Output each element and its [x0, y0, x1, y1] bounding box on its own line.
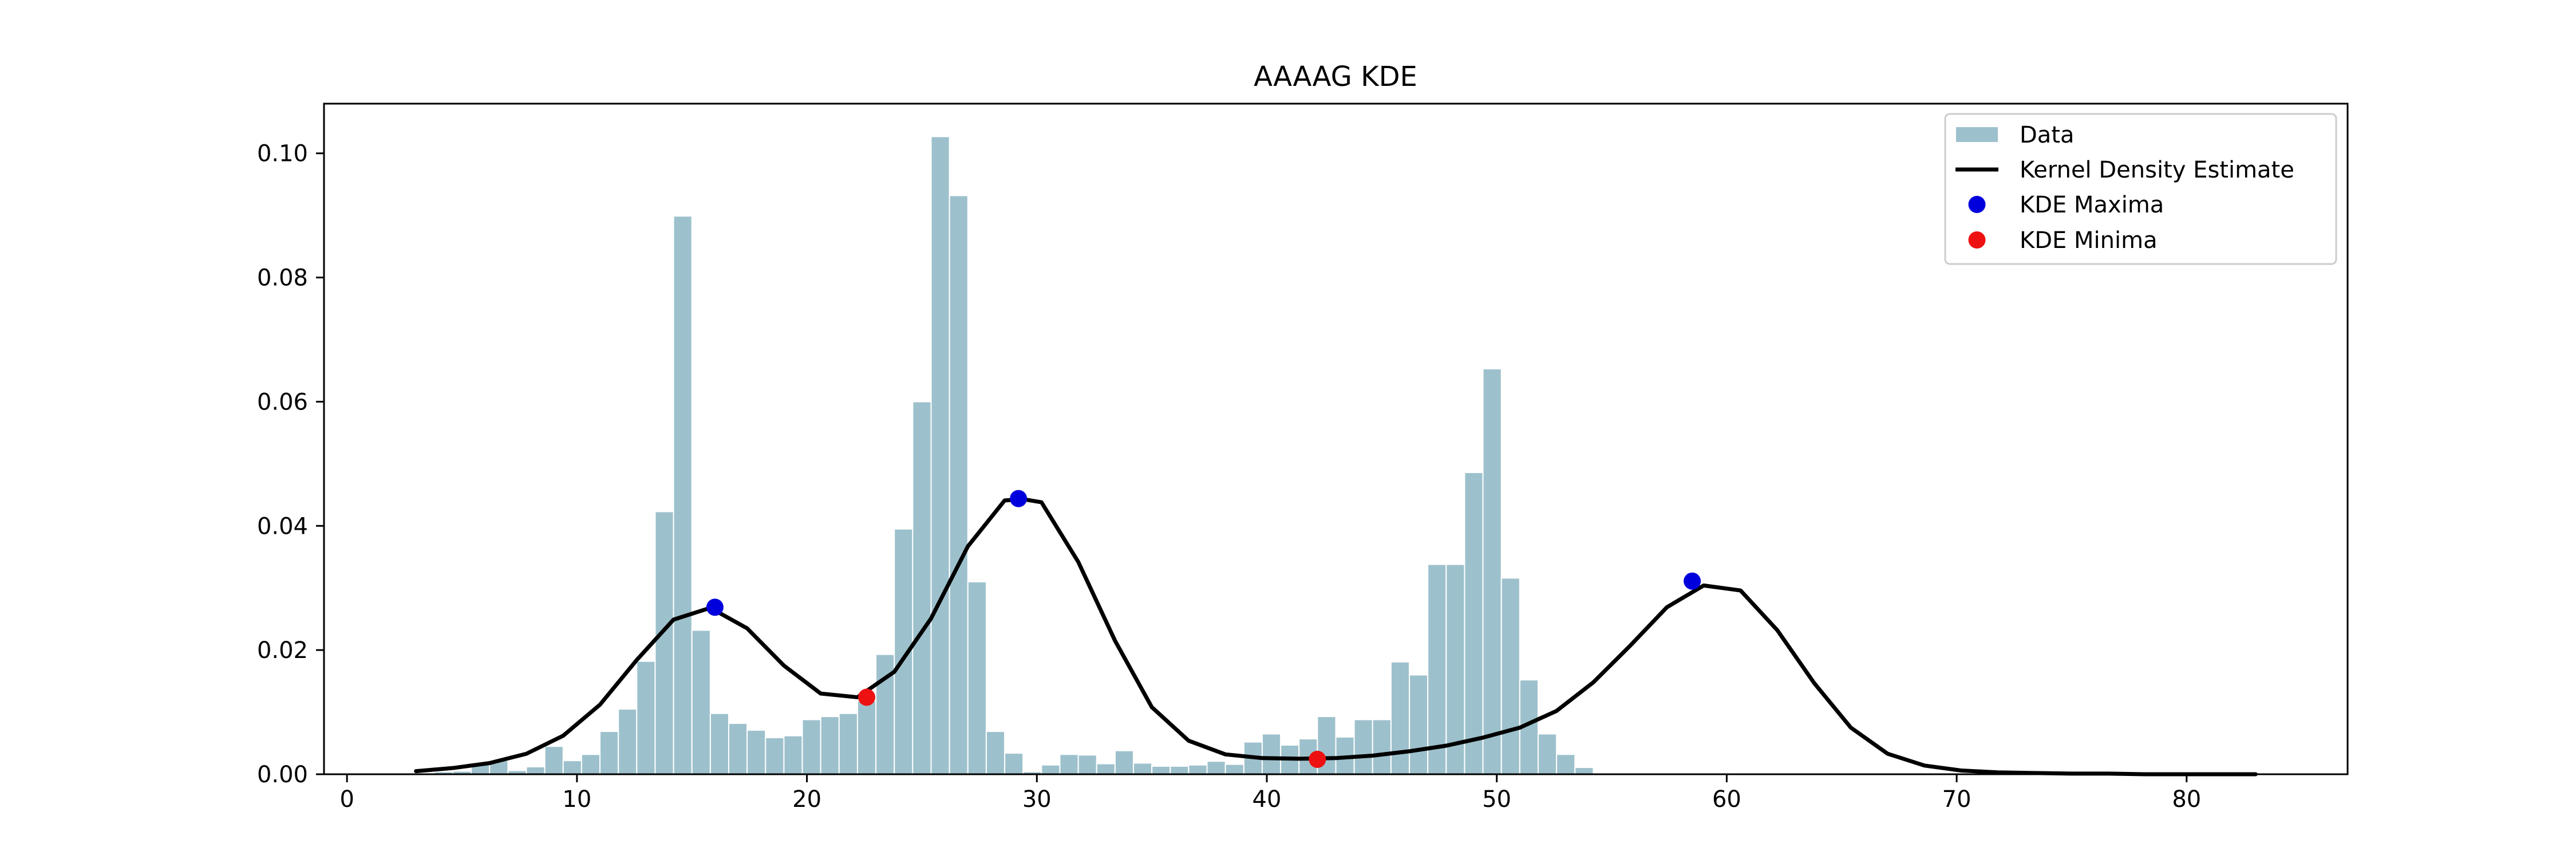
x-tick-label: 40 [1253, 786, 1282, 813]
plot-frame [323, 103, 2349, 775]
histogram-bar [1556, 754, 1576, 775]
y-tick-label: 0.02 [257, 637, 308, 664]
x-tick-label: 0 [339, 786, 354, 813]
histogram-bar [1224, 763, 1244, 775]
histogram-bar [1133, 762, 1153, 775]
histogram-bar [1390, 661, 1411, 775]
histogram-bar [1114, 750, 1135, 775]
histogram-bar [709, 712, 730, 775]
x-tick-label: 70 [1942, 786, 1971, 813]
histogram-bar [949, 195, 969, 775]
histogram-bar [1170, 765, 1190, 775]
histogram-bar [801, 719, 821, 775]
histogram-bar [1151, 765, 1171, 775]
x-tick-label: 50 [1482, 786, 1511, 813]
histogram-bar [838, 712, 858, 775]
y-tick-label: 0.04 [257, 513, 308, 539]
y-tick-label: 0.08 [257, 265, 308, 291]
histogram-bar [1077, 754, 1097, 775]
kde-maximum-point [706, 598, 724, 616]
histogram-bar [985, 731, 1006, 775]
x-tick-label: 30 [1022, 786, 1052, 813]
histogram-bar [1188, 764, 1208, 775]
histogram-bar [1500, 577, 1520, 775]
x-tick-label: 20 [792, 786, 821, 813]
x-tick-label: 10 [562, 786, 591, 813]
histogram-bar [912, 401, 932, 775]
legend-label-kde: Kernel Density Estimate [2020, 157, 2294, 183]
histogram-bar [1464, 472, 1484, 775]
legend-swatch-maxima [1968, 196, 1986, 213]
histogram-bar [691, 629, 711, 775]
histogram-bar [526, 766, 546, 775]
histogram-bar [562, 760, 582, 775]
kde-minimum-point [858, 688, 876, 706]
histogram-bar [599, 731, 619, 775]
x-tick-label: 60 [1712, 786, 1741, 813]
histogram-bar [856, 700, 877, 775]
histogram-bar [636, 660, 656, 775]
histogram-bar [765, 737, 785, 775]
plot-area [414, 136, 2258, 777]
chart-title: AAAAG KDE [1254, 61, 1417, 93]
histogram-bar [1004, 752, 1024, 775]
legend-swatch-data [1955, 126, 1999, 143]
histogram-bar [967, 581, 987, 775]
histogram-bar [544, 746, 564, 775]
y-tick-label: 0.06 [257, 389, 308, 415]
kde-minimum-point [1309, 750, 1326, 768]
histogram-bar [1409, 674, 1429, 775]
histogram-bar [1041, 764, 1061, 775]
kde-maximum-point [1010, 490, 1028, 507]
histogram-bar [654, 511, 674, 775]
legend-label-minima: KDE Minima [2020, 227, 2158, 254]
legend-swatch-minima [1968, 231, 1986, 249]
histogram-bar [1482, 368, 1502, 775]
histogram-bar [820, 716, 840, 775]
histogram-bar [1353, 719, 1373, 775]
histogram-bar [1096, 763, 1116, 775]
histogram-bar [930, 136, 950, 775]
legend: Data Kernel Density Estimate KDE Maxima KDE… [1944, 113, 2337, 265]
axes: 0 10 20 30 40 50 60 70 80 0.00 0.02 0.04 0.06 0.08 0.1… [257, 141, 2201, 813]
histogram-bar [746, 730, 767, 775]
legend-box [1944, 113, 2337, 265]
histogram-bar [580, 754, 601, 775]
histogram-bar [1059, 754, 1079, 775]
histogram-bar [783, 735, 803, 775]
x-tick-label: 80 [2172, 786, 2201, 813]
histogram-bar [1372, 719, 1392, 775]
legend-label-data: Data [2020, 122, 2075, 148]
kde-maximum-point [1684, 572, 1701, 590]
y-tick-label: 0.10 [257, 141, 308, 167]
histogram-bar [728, 723, 748, 775]
histogram-bar [1261, 733, 1282, 775]
histogram-bar [618, 708, 638, 775]
legend-label-maxima: KDE Maxima [2020, 192, 2164, 218]
histogram-bar [673, 215, 693, 775]
histogram-bar [1206, 761, 1226, 775]
histogram-bar [1538, 733, 1558, 775]
y-tick-label: 0.00 [257, 762, 308, 788]
histogram-bar [1427, 564, 1447, 775]
histogram-bar [1574, 767, 1594, 775]
